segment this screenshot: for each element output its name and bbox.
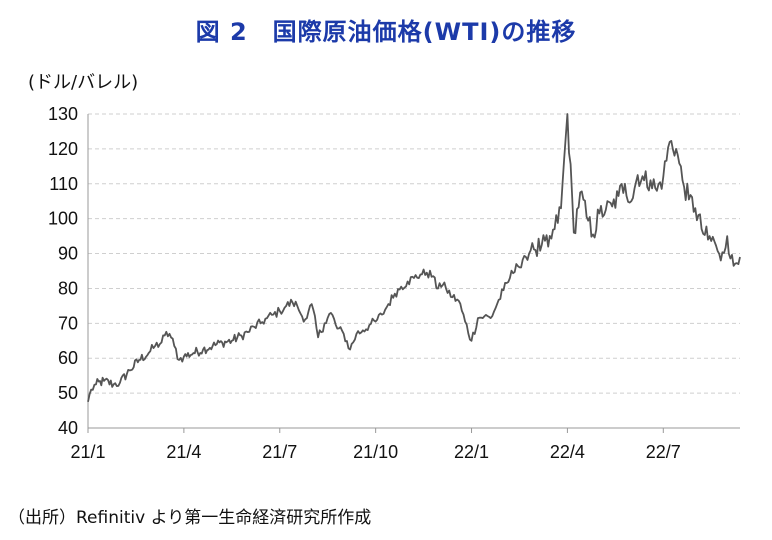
x-axis-ticks: 21/1 21/4 21/7 21/10 22/1 22/4 22/7 xyxy=(70,428,681,462)
y-tick-label: 60 xyxy=(58,348,78,368)
chart-title: 図 2 国際原油価格(WTI)の推移 xyxy=(195,18,577,46)
series-line-wti xyxy=(87,113,741,402)
series-group xyxy=(87,113,741,402)
x-tick-label: 22/4 xyxy=(550,442,585,462)
gridlines xyxy=(88,113,740,394)
source-note: （出所）Refinitiv より第一生命経済研究所作成 xyxy=(8,508,372,528)
y-axis-ticks: 40 50 60 70 80 90 100 110 120 130 xyxy=(48,104,78,438)
y-axis-unit-label: (ドル/バレル) xyxy=(28,72,139,93)
y-tick-label: 50 xyxy=(58,383,78,403)
x-tick-label: 22/1 xyxy=(454,442,489,462)
x-tick-label: 21/1 xyxy=(70,442,105,462)
x-tick-label: 21/10 xyxy=(353,442,398,462)
y-tick-label: 70 xyxy=(58,313,78,333)
y-tick-label: 40 xyxy=(58,418,78,438)
y-tick-label: 100 xyxy=(48,209,78,229)
y-tick-label: 110 xyxy=(49,174,78,194)
plot-frame xyxy=(87,114,740,429)
y-tick-label: 80 xyxy=(58,278,78,298)
y-tick-label: 130 xyxy=(48,104,78,124)
x-tick-label: 21/4 xyxy=(166,442,201,462)
x-tick-label: 22/7 xyxy=(646,442,681,462)
y-tick-label: 90 xyxy=(58,244,78,264)
x-tick-label: 21/7 xyxy=(262,442,297,462)
y-tick-label: 120 xyxy=(48,139,78,159)
